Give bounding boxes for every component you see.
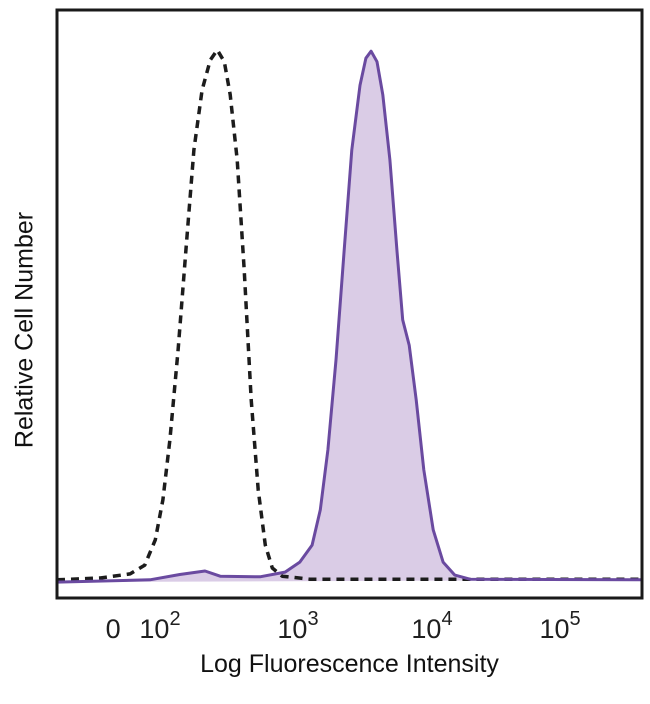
y-axis-label: Relative Cell Number <box>10 211 39 449</box>
x-tick-label: 0 <box>106 614 121 644</box>
x-tick-label: 103 <box>277 608 318 644</box>
negative-control-curve <box>56 48 642 582</box>
x-tick-label: 105 <box>540 608 581 644</box>
x-tick-label: 102 <box>139 608 180 644</box>
stained-sample-curve <box>56 49 643 584</box>
stained-sample-area <box>57 51 642 583</box>
x-tick-label: 104 <box>411 608 452 644</box>
x-axis-label: Log Fluorescence Intensity <box>200 650 499 678</box>
plot-border <box>55 8 644 600</box>
